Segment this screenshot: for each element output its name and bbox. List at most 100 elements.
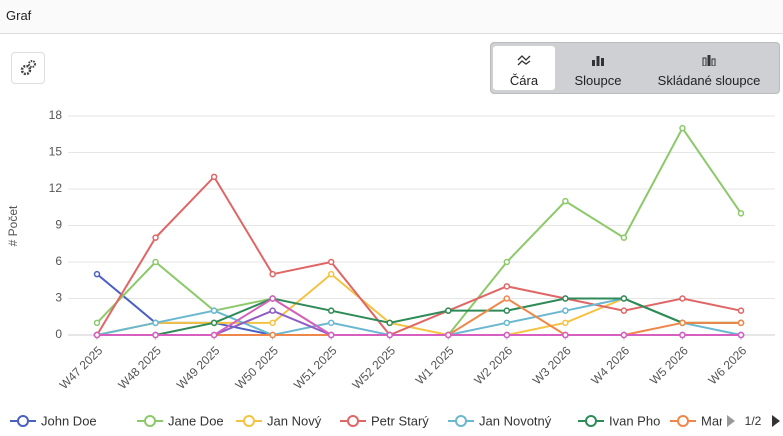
point — [269, 295, 276, 302]
series-line — [96, 175, 742, 337]
point — [620, 234, 628, 241]
y-tick-label: 18 — [49, 108, 63, 122]
legend-marker — [585, 415, 597, 427]
point — [737, 319, 745, 327]
legend-marker — [677, 415, 689, 427]
point — [503, 319, 511, 327]
point — [503, 307, 511, 314]
series-line — [96, 272, 741, 336]
line-view-button[interactable]: Čára — [493, 46, 555, 90]
legend-marker — [144, 415, 156, 427]
view-toggle: Čára Sloupce Skládané sloupce — [490, 42, 780, 94]
legend-prev[interactable] — [727, 415, 735, 427]
point — [503, 283, 511, 290]
x-tick-label: W5 2026 — [647, 343, 691, 387]
point — [269, 331, 276, 339]
y-tick-label: 0 — [55, 327, 62, 341]
point — [152, 234, 159, 241]
point — [93, 270, 101, 278]
x-tick-label: W48 2025 — [115, 343, 164, 392]
legend-label: Ivan Pho — [609, 413, 660, 428]
legend-page: 1/2 — [745, 414, 762, 428]
x-tick-label: W50 2025 — [232, 343, 281, 392]
point — [620, 307, 628, 314]
settings-button[interactable] — [11, 52, 45, 84]
series-line — [97, 297, 741, 336]
series-line — [97, 297, 741, 336]
x-tick-label: W1 2025 — [413, 343, 457, 387]
y-axis-label: # Počet — [6, 205, 20, 246]
point — [210, 319, 218, 327]
button-label: Čára — [509, 73, 539, 88]
point — [210, 307, 218, 314]
legend-label: Jane Doe — [168, 413, 224, 428]
point — [562, 295, 569, 302]
button-label: Sloupce — [574, 73, 622, 88]
y-tick-label: 3 — [55, 291, 62, 305]
point — [620, 331, 628, 339]
x-tick-label: W2 2026 — [471, 343, 515, 387]
legend-marker — [243, 415, 255, 427]
header-title: Graf — [6, 8, 32, 23]
point — [679, 124, 686, 132]
legend: John Doe Jane Doe Jan Nový Petr Starý Jan No… — [10, 413, 724, 428]
point — [679, 295, 686, 302]
icon — [592, 56, 604, 66]
header: Graf — [0, 0, 783, 34]
legend-next[interactable] — [772, 415, 780, 427]
x-tick-label: W4 2026 — [588, 343, 632, 387]
point — [269, 270, 276, 278]
point — [386, 331, 393, 339]
icon — [702, 55, 716, 66]
point — [327, 270, 335, 278]
x-tick-label: W49 2025 — [174, 343, 223, 392]
x-tick-label: W51 2025 — [291, 343, 340, 392]
point — [679, 319, 686, 327]
point — [503, 258, 511, 266]
y-tick-label: 9 — [55, 218, 62, 232]
x-tick-label: W52 2025 — [350, 343, 399, 392]
point — [210, 331, 218, 339]
legend-marker — [17, 415, 29, 427]
point — [327, 307, 335, 314]
point — [210, 173, 218, 181]
y-tick-label: 12 — [49, 181, 63, 195]
point — [327, 319, 335, 327]
point — [327, 258, 335, 266]
legend-label: Petr Starý — [371, 413, 429, 428]
point — [386, 319, 393, 327]
y-tick-label: 15 — [49, 145, 63, 159]
point — [152, 258, 159, 266]
point — [445, 331, 452, 339]
legend-label: Jan Nový — [267, 413, 322, 428]
point — [445, 307, 452, 314]
bar-view-button[interactable]: Sloupce — [559, 46, 637, 90]
point — [620, 295, 628, 302]
point — [93, 331, 101, 339]
point — [737, 210, 745, 217]
point — [269, 319, 276, 327]
point — [737, 331, 745, 339]
point — [562, 331, 569, 339]
point — [152, 319, 159, 327]
series-line — [96, 126, 742, 336]
point — [327, 331, 335, 339]
point — [679, 331, 686, 339]
point — [562, 319, 569, 327]
point — [269, 307, 276, 314]
stacked-view-button[interactable]: Skládané sloupce — [641, 46, 777, 90]
point — [562, 197, 569, 205]
point — [93, 319, 101, 327]
point — [152, 331, 159, 339]
legend-label: John Doe — [41, 413, 97, 428]
point — [503, 331, 511, 339]
point — [503, 295, 511, 302]
x-tick-label: W3 2026 — [530, 343, 574, 387]
series-line — [96, 273, 741, 336]
legend-label: Mar — [701, 413, 724, 428]
gear-icon — [20, 60, 36, 76]
legend-label: Jan Novotný — [479, 413, 552, 428]
y-tick-label: 6 — [55, 254, 62, 268]
point — [737, 307, 745, 314]
